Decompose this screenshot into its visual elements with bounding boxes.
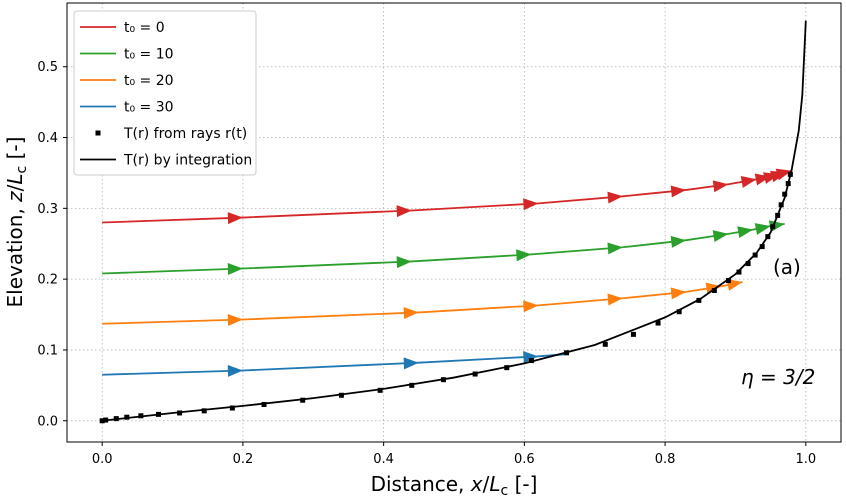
series-line-0	[102, 169, 792, 224]
legend-label: t₀ = 10	[124, 47, 174, 63]
ray-point-marker	[676, 309, 682, 315]
arrow-marker	[712, 180, 729, 193]
legend-label: t₀ = 0	[124, 20, 165, 36]
x-tick-label: 0.0	[92, 452, 113, 467]
y-tick-label: 0.4	[37, 131, 58, 146]
arrow-marker	[523, 300, 539, 313]
x-tick-label: 0.4	[373, 452, 394, 467]
series-line-1	[102, 223, 785, 275]
ray-point-marker	[201, 408, 207, 414]
arrow-marker	[737, 226, 754, 239]
ray-point-marker	[655, 320, 661, 326]
plot-frame	[66, 2, 842, 443]
arrow-marker	[516, 249, 532, 262]
arrow-marker	[396, 205, 412, 218]
arrow-marker	[403, 357, 419, 370]
y-tick-label: 0.3	[37, 202, 58, 217]
y-tick-label: 0.5	[37, 60, 58, 75]
y-tick-label: 0.0	[37, 414, 58, 429]
arrow-marker	[227, 212, 243, 225]
arrow-marker	[740, 176, 757, 188]
arrow-marker	[712, 230, 729, 243]
x-tick-label: 0.6	[514, 452, 535, 467]
arrow-marker	[775, 168, 792, 181]
arrow-marker	[670, 185, 687, 198]
arrow-marker	[403, 307, 419, 320]
x-tick-label: 1.0	[795, 452, 816, 467]
eta-annotation: η = 3/2	[741, 365, 815, 389]
series-line-2	[102, 281, 743, 325]
axis-ticks: 0.0 0.2 0.4 0.6 0.8 1.0 0.0 0.1 0.2 0.3 0.4 0.5	[37, 60, 816, 467]
ray-point-marker	[409, 382, 415, 388]
legend-label: t₀ = 30	[124, 100, 174, 116]
ray-point-marker	[261, 401, 267, 407]
arrow-marker	[396, 256, 412, 269]
arrow-marker	[670, 235, 687, 248]
arrow-marker	[670, 287, 687, 300]
ray-point-marker	[711, 287, 717, 293]
series-line-5	[102, 20, 807, 422]
arrow-marker	[227, 364, 243, 377]
series-line-3	[102, 353, 567, 376]
y-tick-label: 0.1	[37, 343, 58, 358]
ray-point-marker	[745, 261, 751, 267]
arrow-marker	[607, 293, 623, 306]
ray-point-marker	[300, 397, 306, 403]
ray-point-marker	[630, 331, 636, 337]
legend: t₀ = 0 t₀ = 10 t₀ = 20 t₀ = 30 T(r) from ray…	[73, 10, 257, 176]
panel-label: (a)	[773, 255, 801, 279]
legend-box	[73, 10, 257, 176]
ray-point-marker	[528, 358, 534, 364]
y-axis-label: Elevation, z/Lc [-]	[3, 137, 30, 308]
ray-point-marker	[229, 405, 235, 411]
ray-point-marker	[602, 341, 608, 347]
legend-marker	[95, 130, 101, 136]
ray-point-marker	[377, 387, 383, 393]
arrow-marker	[227, 263, 243, 276]
x-axis-label: Distance, x/Lc [-]	[371, 472, 538, 499]
legend-label: t₀ = 20	[124, 73, 174, 89]
ray-point-marker	[736, 269, 742, 275]
arrow-marker	[227, 313, 243, 326]
arrow-marker	[523, 198, 539, 211]
x-tick-label: 0.2	[233, 452, 254, 467]
arrow-marker	[607, 242, 623, 255]
x-tick-label: 0.8	[655, 452, 676, 467]
arrow-marker	[607, 191, 623, 204]
arrow-marker	[754, 223, 771, 235]
plot-area	[99, 20, 807, 424]
ray-point-marker	[725, 278, 731, 284]
legend-label: T(r) from rays r(t)	[123, 126, 247, 142]
y-tick-label: 0.2	[37, 273, 58, 288]
ray-point-marker	[759, 244, 765, 250]
arrow-marker	[523, 351, 539, 364]
legend-label: T(r) by integration	[123, 153, 252, 169]
